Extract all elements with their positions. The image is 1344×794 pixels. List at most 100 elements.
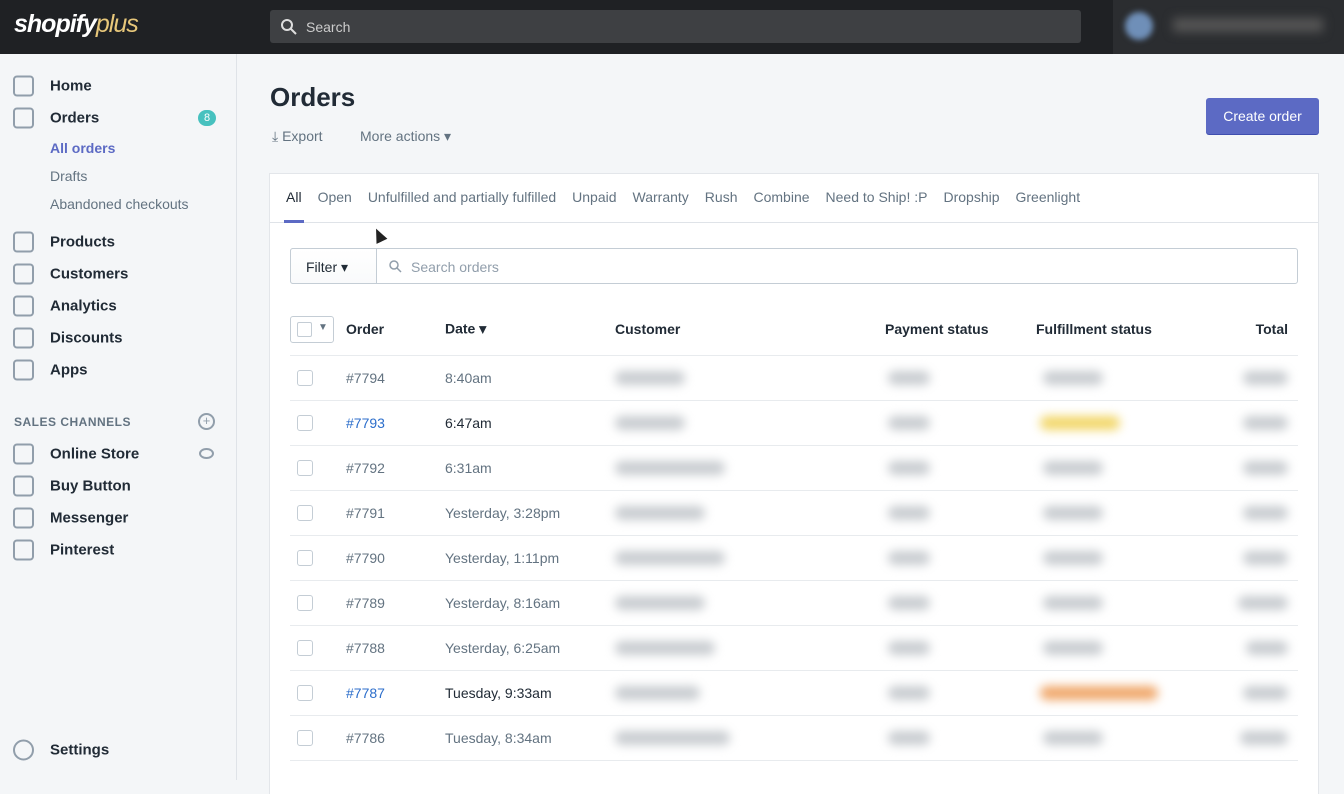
avatar <box>1125 12 1153 40</box>
order-search-input[interactable]: Search orders <box>411 259 499 275</box>
nav-item[interactable]: Customers <box>50 265 129 283</box>
row-checkbox[interactable] <box>297 595 313 611</box>
logo[interactable]: shopifyplus <box>14 10 139 39</box>
fulfillment-blurred <box>1043 731 1103 745</box>
column-header: Customer <box>615 321 681 337</box>
row-checkbox[interactable] <box>297 370 313 386</box>
tab[interactable]: Unpaid <box>572 189 617 205</box>
view-store-icon[interactable] <box>199 448 214 459</box>
select-all[interactable]: ▼ <box>290 316 334 343</box>
channel-item[interactable]: Online Store <box>50 445 140 463</box>
tab[interactable]: Rush <box>704 189 738 205</box>
total-blurred <box>1243 551 1288 565</box>
row-checkbox[interactable] <box>297 460 313 476</box>
search-icon <box>281 19 297 35</box>
order-number[interactable]: #7789 <box>346 595 385 611</box>
row-checkbox[interactable] <box>297 505 313 521</box>
more-actions-label: More actions <box>360 128 441 144</box>
row-separator <box>290 400 1298 401</box>
total-blurred <box>1243 686 1288 700</box>
nav-icon <box>13 107 34 129</box>
search-placeholder: Search <box>306 19 351 35</box>
store-name-blurred <box>1173 18 1323 32</box>
payment-blurred <box>888 641 930 655</box>
active-tab-indicator <box>284 220 304 223</box>
order-date: Yesterday, 6:25am <box>445 640 561 656</box>
column-header: Total <box>1255 321 1288 337</box>
nav-item[interactable]: Products <box>50 233 116 251</box>
row-checkbox[interactable] <box>297 415 313 431</box>
filter-button[interactable]: Filter ▾ <box>290 248 377 284</box>
channel-icon <box>13 475 34 497</box>
nav-item[interactable]: Analytics <box>50 297 117 315</box>
row-checkbox[interactable] <box>297 550 313 566</box>
tab[interactable]: Dropship <box>943 189 1000 205</box>
nav-item[interactable]: Orders <box>50 109 100 127</box>
row-separator <box>290 535 1298 536</box>
tab[interactable]: Need to Ship! :P <box>825 189 928 205</box>
channel-item[interactable]: Messenger <box>50 509 129 527</box>
customer-blurred <box>615 416 685 430</box>
fulfillment-blurred <box>1043 371 1103 385</box>
customer-blurred <box>615 641 715 655</box>
tab[interactable]: Open <box>317 189 352 205</box>
nav-icon <box>13 295 34 317</box>
fulfillment-blurred <box>1043 641 1103 655</box>
create-order-button[interactable]: Create order <box>1206 98 1319 134</box>
tab[interactable]: Unfulfilled and partially fulfilled <box>367 189 557 205</box>
payment-blurred <box>888 596 930 610</box>
sort-caret: ▾ <box>475 320 487 337</box>
tab[interactable]: Combine <box>753 189 810 205</box>
settings-item[interactable]: Settings <box>50 741 110 759</box>
search-bar[interactable]: Search <box>270 10 1081 43</box>
add-channel-icon[interactable]: + <box>198 413 215 430</box>
order-number[interactable]: #7788 <box>346 640 385 656</box>
order-number[interactable]: #7787 <box>346 685 385 701</box>
order-number[interactable]: #7793 <box>346 415 385 431</box>
row-checkbox[interactable] <box>297 730 313 746</box>
order-number[interactable]: #7786 <box>346 730 385 746</box>
tabs-divider <box>270 222 1318 223</box>
total-blurred <box>1243 416 1288 430</box>
channel-item[interactable]: Pinterest <box>50 541 115 559</box>
row-separator <box>290 670 1298 671</box>
order-number[interactable]: #7790 <box>346 550 385 566</box>
order-number[interactable]: #7791 <box>346 505 385 521</box>
row-checkbox[interactable] <box>297 640 313 656</box>
nav-icon <box>13 359 34 381</box>
nav-item[interactable]: Home <box>50 77 92 95</box>
customer-blurred <box>615 686 700 700</box>
channel-item[interactable]: Buy Button <box>50 477 131 495</box>
total-blurred <box>1240 731 1288 745</box>
total-blurred <box>1238 596 1288 610</box>
order-number[interactable]: #7794 <box>346 370 385 386</box>
payment-blurred <box>888 371 930 385</box>
column-header[interactable]: Date ▾ <box>445 320 487 337</box>
nav-subitem[interactable]: All orders <box>50 140 116 156</box>
tab[interactable]: All <box>286 189 302 205</box>
nav-item[interactable]: Discounts <box>50 329 123 347</box>
fulfillment-blurred <box>1040 416 1120 430</box>
export-action[interactable]: ⤓ Export <box>272 128 323 144</box>
order-number[interactable]: #7792 <box>346 460 385 476</box>
order-date: Yesterday, 3:28pm <box>445 505 561 521</box>
nav-subitem[interactable]: Drafts <box>50 168 88 184</box>
nav-item[interactable]: Apps <box>50 361 88 379</box>
more-actions[interactable]: More actions ▾ <box>360 128 452 144</box>
user-menu[interactable] <box>1113 0 1344 54</box>
order-date: 6:31am <box>445 460 492 476</box>
tab[interactable]: Warranty <box>632 189 689 205</box>
customer-blurred <box>615 461 725 475</box>
order-date: Tuesday, 8:34am <box>445 730 552 746</box>
row-separator <box>290 715 1298 716</box>
order-date: Yesterday, 8:16am <box>445 595 561 611</box>
order-date: Yesterday, 1:11pm <box>445 550 560 566</box>
row-checkbox[interactable] <box>297 685 313 701</box>
customer-blurred <box>615 551 725 565</box>
channel-icon <box>13 507 34 529</box>
column-header[interactable]: Order <box>346 321 385 337</box>
nav-subitem[interactable]: Abandoned checkouts <box>50 196 189 212</box>
tab[interactable]: Greenlight <box>1015 189 1081 205</box>
fulfillment-blurred <box>1043 551 1103 565</box>
